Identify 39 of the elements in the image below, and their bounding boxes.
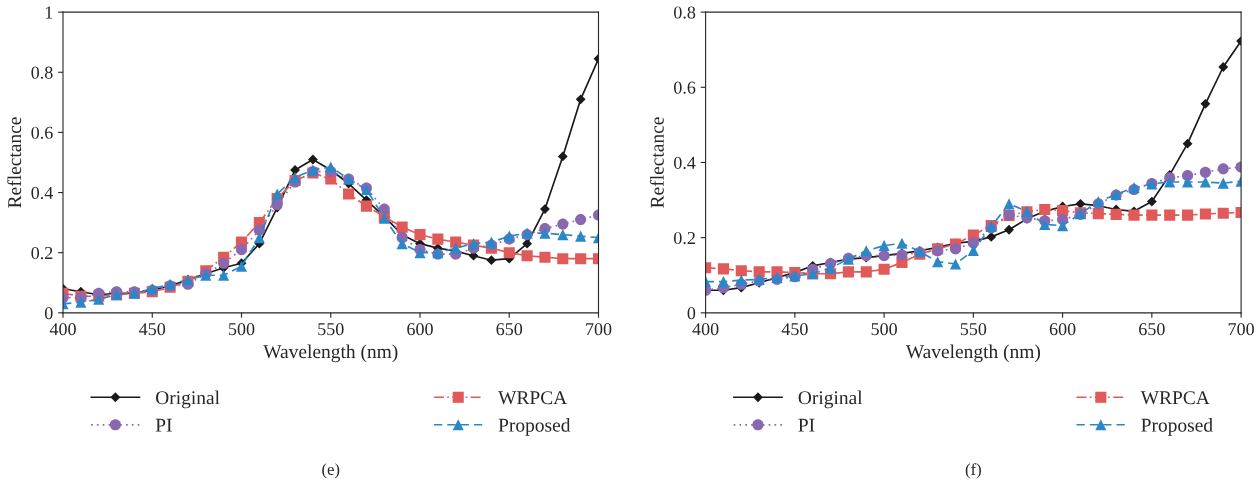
x-tick-label: 600 [407,323,433,336]
y-axis-title: Reflectance [7,117,22,208]
x-tick-label: 500 [871,323,897,336]
y-tick-label: 0.2 [674,231,695,245]
x-tick-label: 450 [781,323,808,336]
x-tick-label: 450 [139,323,166,336]
x-axis-title: Wavelength (nm) [905,344,1041,363]
legend-label: Proposed [498,418,571,436]
y-tick-label: 0.2 [31,246,53,260]
legend-label: PI [798,418,815,432]
x-tick-label: 400 [692,323,719,336]
x-tick-label: 650 [496,323,523,336]
x-tick-label: 550 [960,323,987,336]
x-tick-label: 550 [318,323,344,336]
y-tick-label: 0.8 [674,6,696,19]
x-tick-label: 700 [1228,323,1254,336]
y-tick-label: 0.6 [31,126,53,139]
legend-label: Original [156,390,220,409]
y-tick-label: 0.8 [31,66,53,79]
legend-label: PI [155,418,172,432]
y-tick-label: 0.6 [674,81,696,94]
y-tick-label: 0.4 [31,186,53,200]
legend-label: Proposed [1141,418,1213,436]
x-tick-label: 500 [229,323,255,336]
y-axis-title: Reflectance [649,117,664,208]
x-tick-label: 600 [1049,323,1076,336]
legend-label: WRPCA [498,391,568,405]
y-tick-label: 0 [687,307,696,320]
text: (e) [322,463,340,479]
text: (f) [965,463,981,479]
x-tick-label: 400 [49,323,76,336]
legend-label: WRPCA [1140,391,1210,405]
x-tick-label: 700 [586,323,612,336]
legend-label: Original [798,390,863,409]
x-axis-title: Wavelength (nm) [263,344,398,363]
y-tick-label: 0 [44,307,53,320]
x-tick-label: 650 [1139,323,1165,336]
y-tick-label: 1 [45,6,53,19]
y-tick-label: 0.4 [674,156,696,169]
